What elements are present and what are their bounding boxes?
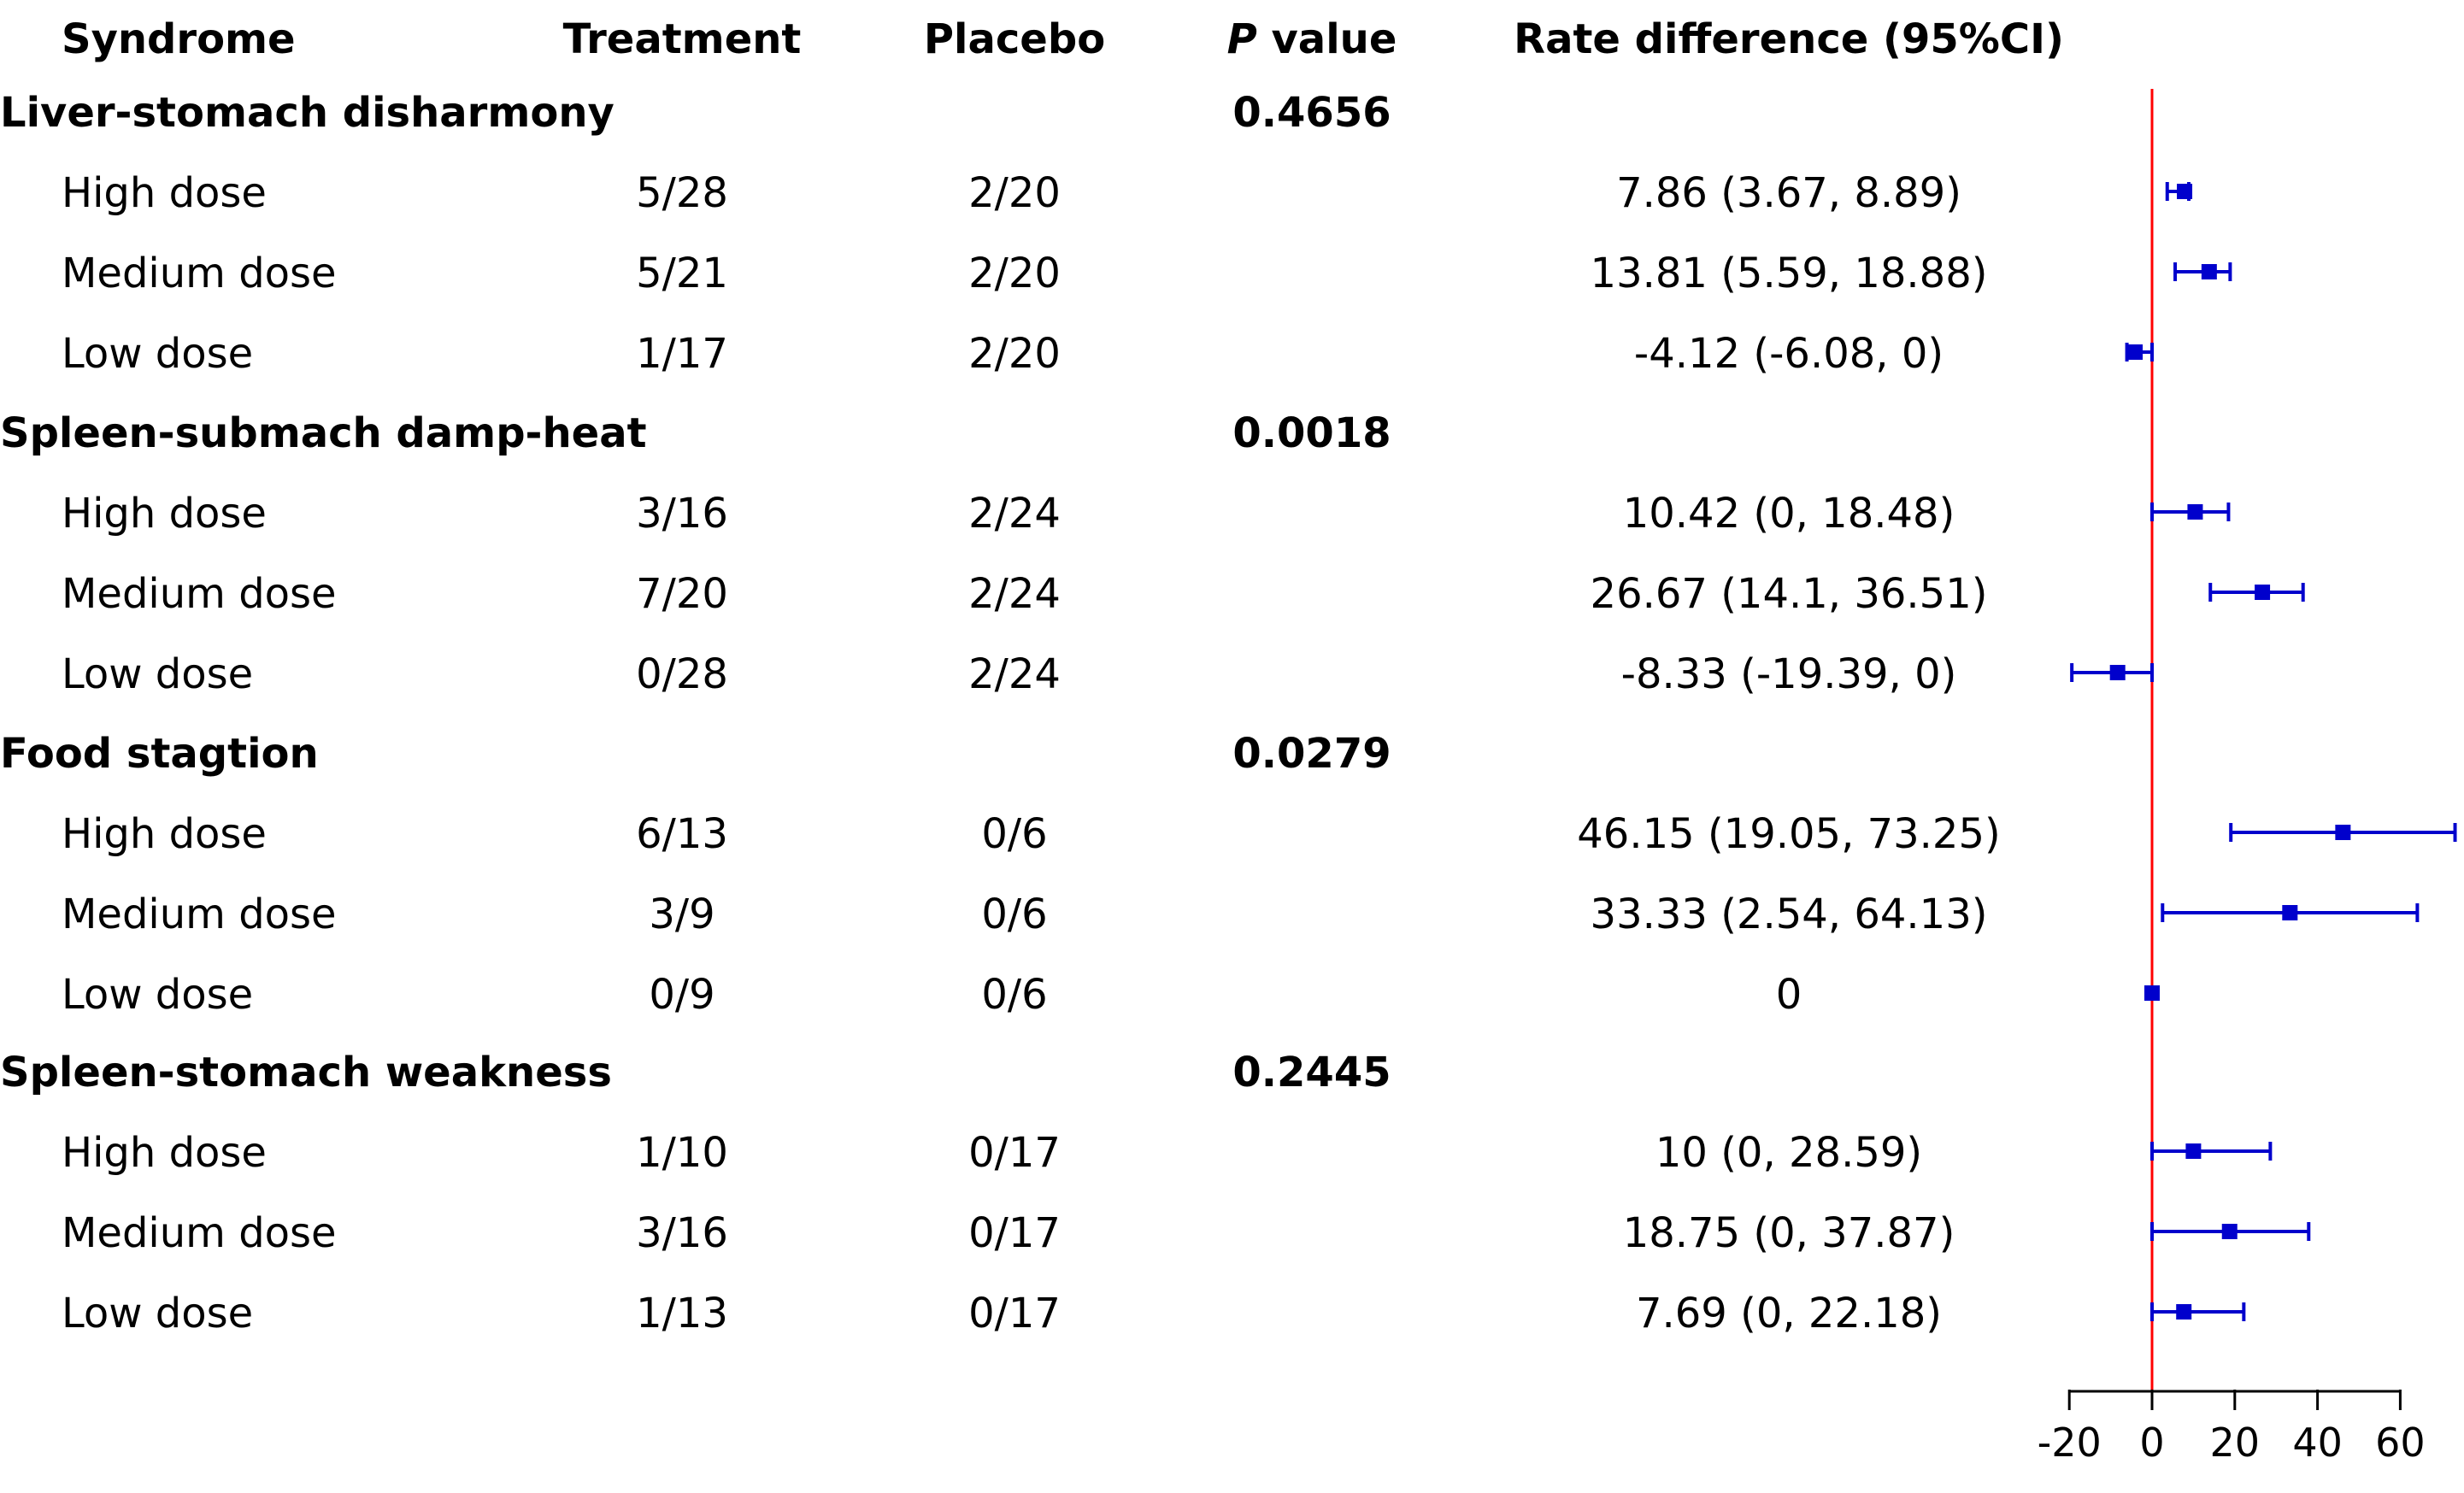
placebo-count: 2/20 [968,169,1061,217]
placebo-count: 0/17 [968,1290,1061,1337]
point-estimate [2177,184,2193,199]
point-estimate [2335,825,2351,840]
treatment-count: 1/10 [636,1129,728,1177]
dose-label: Medium dose [62,250,337,297]
treatment-count: 3/16 [636,1209,728,1257]
rate-difference-text: 10.42 (0, 18.48) [1622,490,1955,538]
placebo-count: 2/24 [968,650,1061,698]
point-estimate [2201,264,2217,279]
placebo-count: 2/24 [968,570,1061,618]
point-estimate [2144,985,2160,1001]
group-p-value: 0.4656 [1232,89,1391,137]
treatment-count: 7/20 [636,570,728,618]
rate-difference-text: -4.12 (-6.08, 0) [1633,330,1944,378]
rate-difference-text: 7.69 (0, 22.18) [1635,1290,1943,1337]
x-axis-tick-label: -20 [2038,1420,2102,1466]
rate-difference-text: 33.33 (2.54, 64.13) [1590,891,1988,938]
point-estimate [2176,1304,2192,1320]
group-title: Spleen-submach damp-heat [0,409,647,457]
dose-label: Low dose [62,971,254,1019]
header-p-letter: P [1226,15,1257,63]
point-estimate [2185,1143,2202,1159]
point-estimate [2109,665,2126,680]
group-p-value: 0.0279 [1232,730,1391,778]
rate-difference-text: 13.81 (5.59, 18.88) [1590,250,1988,297]
rate-difference-text: 46.15 (19.05, 73.25) [1577,810,2001,858]
dose-label: High dose [62,169,267,217]
dose-label: Medium dose [62,891,337,938]
rate-difference-text: 7.86 (3.67, 8.89) [1616,169,1961,217]
dose-label: Low dose [62,330,254,378]
treatment-count: 3/16 [636,490,728,538]
dose-label: High dose [62,1129,267,1177]
placebo-count: 0/6 [981,971,1048,1019]
header-treatment: Treatment [562,15,802,63]
x-axis-tick-label: 60 [2375,1420,2426,1466]
treatment-count: 5/21 [636,250,728,297]
rate-difference-text: 10 (0, 28.59) [1655,1129,1923,1177]
header-p-value: P value [1227,19,1397,60]
point-estimate [2282,905,2298,920]
group-p-value: 0.2445 [1232,1049,1391,1096]
point-estimate [2127,344,2144,360]
group-title: Spleen-stomach weakness [0,1049,612,1096]
rate-difference-text: 26.67 (14.1, 36.51) [1590,570,1988,618]
point-estimate [2221,1224,2238,1239]
placebo-count: 2/20 [968,330,1061,378]
dose-label: Low dose [62,650,254,698]
placebo-count: 2/20 [968,250,1061,297]
header-syndrome: Syndrome [62,15,296,63]
placebo-count: 0/6 [981,891,1048,938]
placebo-count: 2/24 [968,490,1061,538]
dose-label: Medium dose [62,1209,337,1257]
placebo-count: 0/6 [981,810,1048,858]
group-title: Liver-stomach disharmony [0,89,615,137]
x-axis-tick-label: 20 [2210,1420,2261,1466]
header-p-label: value [1256,15,1397,63]
dose-label: High dose [62,490,267,538]
x-axis-tick-label: 0 [2139,1420,2164,1466]
group-title: Food stagtion [0,730,319,778]
rate-difference-text: 0 [1775,971,1802,1019]
placebo-count: 0/17 [968,1129,1061,1177]
rate-difference-text: 18.75 (0, 37.87) [1622,1209,1955,1257]
rate-difference-text: -8.33 (-19.39, 0) [1620,650,1957,698]
header-placebo: Placebo [923,15,1106,63]
placebo-count: 0/17 [968,1209,1061,1257]
treatment-count: 0/9 [649,971,715,1019]
treatment-count: 5/28 [636,169,728,217]
x-axis-tick-label: 40 [2292,1420,2343,1466]
header-rate-difference: Rate difference (95%CI) [1514,15,2064,63]
treatment-count: 0/28 [636,650,728,698]
treatment-count: 3/9 [649,891,715,938]
point-estimate [2255,585,2271,600]
treatment-count: 1/17 [636,330,728,378]
dose-label: Low dose [62,1290,254,1337]
treatment-count: 1/13 [636,1290,728,1337]
treatment-count: 6/13 [636,810,728,858]
group-p-value: 0.0018 [1232,409,1391,457]
dose-label: Medium dose [62,570,337,618]
point-estimate [2187,504,2203,520]
dose-label: High dose [62,810,267,858]
